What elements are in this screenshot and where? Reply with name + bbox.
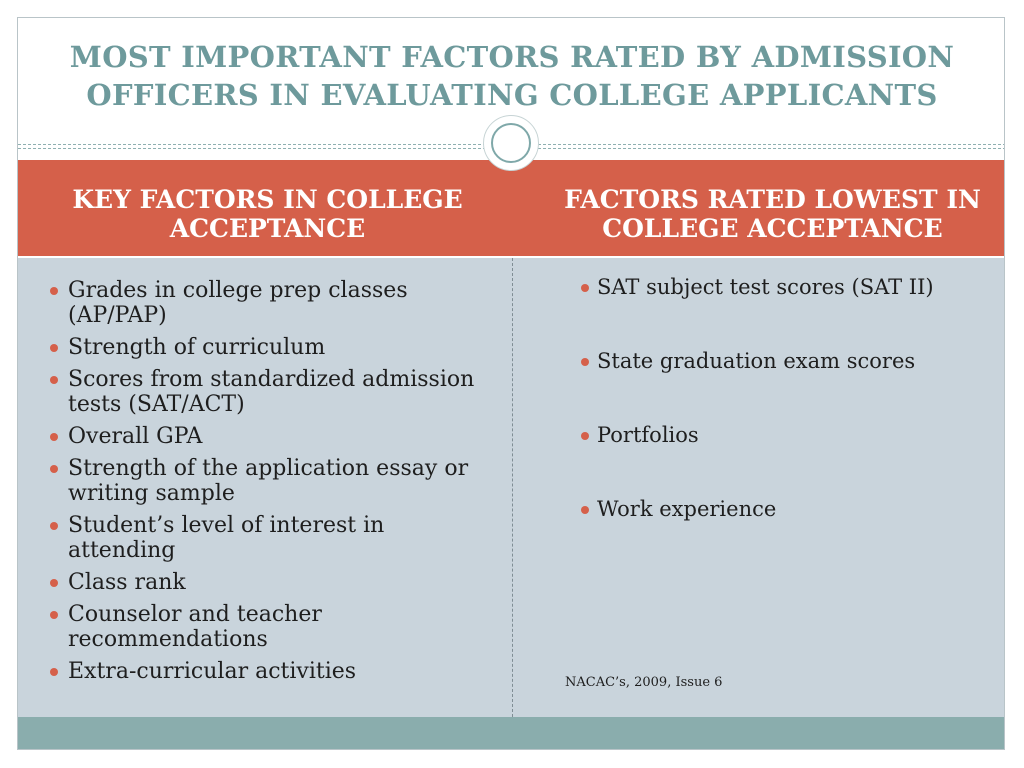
bullet-icon	[50, 465, 58, 473]
bullet-icon	[50, 376, 58, 384]
slide: MOST IMPORTANT FACTORS RATED BY ADMISSIO…	[17, 17, 1005, 750]
right-column-heading: FACTORS RATED LOWEST IN COLLEGE ACCEPTAN…	[564, 185, 981, 243]
list-item-text: Grades in college prep classes (AP/PAP)	[68, 278, 408, 328]
column-header-band	[18, 160, 1004, 256]
list-item: Overall GPA	[50, 424, 490, 449]
list-item: Counselor and teacher recommendations	[50, 602, 490, 652]
key-factors-list: Grades in college prep classes (AP/PAP) …	[50, 278, 490, 691]
list-item-text: Scores from standardized admission tests…	[68, 367, 475, 417]
slide-title: MOST IMPORTANT FACTORS RATED BY ADMISSIO…	[69, 40, 955, 112]
list-item-text: Work experience	[597, 497, 777, 521]
list-item-text: Strength of the application essay or wri…	[68, 456, 469, 506]
list-item: Student’s level of interest in attending	[50, 513, 490, 563]
bullet-icon	[581, 432, 589, 440]
list-item: Scores from standardized admission tests…	[50, 367, 490, 417]
footer-band	[18, 717, 1004, 749]
list-item-text: Portfolios	[597, 423, 699, 447]
bullet-icon	[50, 668, 58, 676]
bullet-icon	[50, 433, 58, 441]
list-item: Extra-curricular activities	[50, 659, 490, 684]
bullet-icon	[50, 344, 58, 352]
left-column-heading: KEY FACTORS IN COLLEGE ACCEPTANCE	[72, 185, 463, 243]
list-item-text: Student’s level of interest in attending	[68, 513, 385, 563]
list-item: Strength of curriculum	[50, 335, 490, 360]
list-item-text: Overall GPA	[68, 424, 203, 449]
list-item: Work experience	[581, 497, 1001, 522]
citation: NACAC’s, 2009, Issue 6	[565, 675, 723, 690]
content-band	[18, 258, 1004, 717]
bullet-icon	[581, 506, 589, 514]
list-item: SAT subject test scores (SAT II)	[581, 275, 1001, 300]
list-item-text: Extra-curricular activities	[68, 659, 357, 684]
bullet-icon	[581, 358, 589, 366]
list-item: Class rank	[50, 570, 490, 595]
list-item-text: Counselor and teacher recommendations	[68, 602, 322, 652]
bullet-icon	[50, 579, 58, 587]
list-item: Strength of the application essay or wri…	[50, 456, 490, 506]
bullet-icon	[50, 522, 58, 530]
list-item-text: Strength of curriculum	[68, 335, 326, 360]
column-divider	[512, 258, 513, 717]
list-item-text: Class rank	[68, 570, 186, 595]
list-item: Grades in college prep classes (AP/PAP)	[50, 278, 490, 328]
list-item-text: State graduation exam scores	[597, 349, 916, 373]
bullet-icon	[50, 287, 58, 295]
lowest-factors-list: SAT subject test scores (SAT II) State g…	[581, 275, 1001, 571]
bullet-icon	[581, 284, 589, 292]
list-item: Portfolios	[581, 423, 1001, 448]
circle-emblem-icon	[483, 115, 539, 171]
bullet-icon	[50, 611, 58, 619]
list-item-text: SAT subject test scores (SAT II)	[597, 275, 934, 299]
list-item: State graduation exam scores	[581, 349, 1001, 374]
